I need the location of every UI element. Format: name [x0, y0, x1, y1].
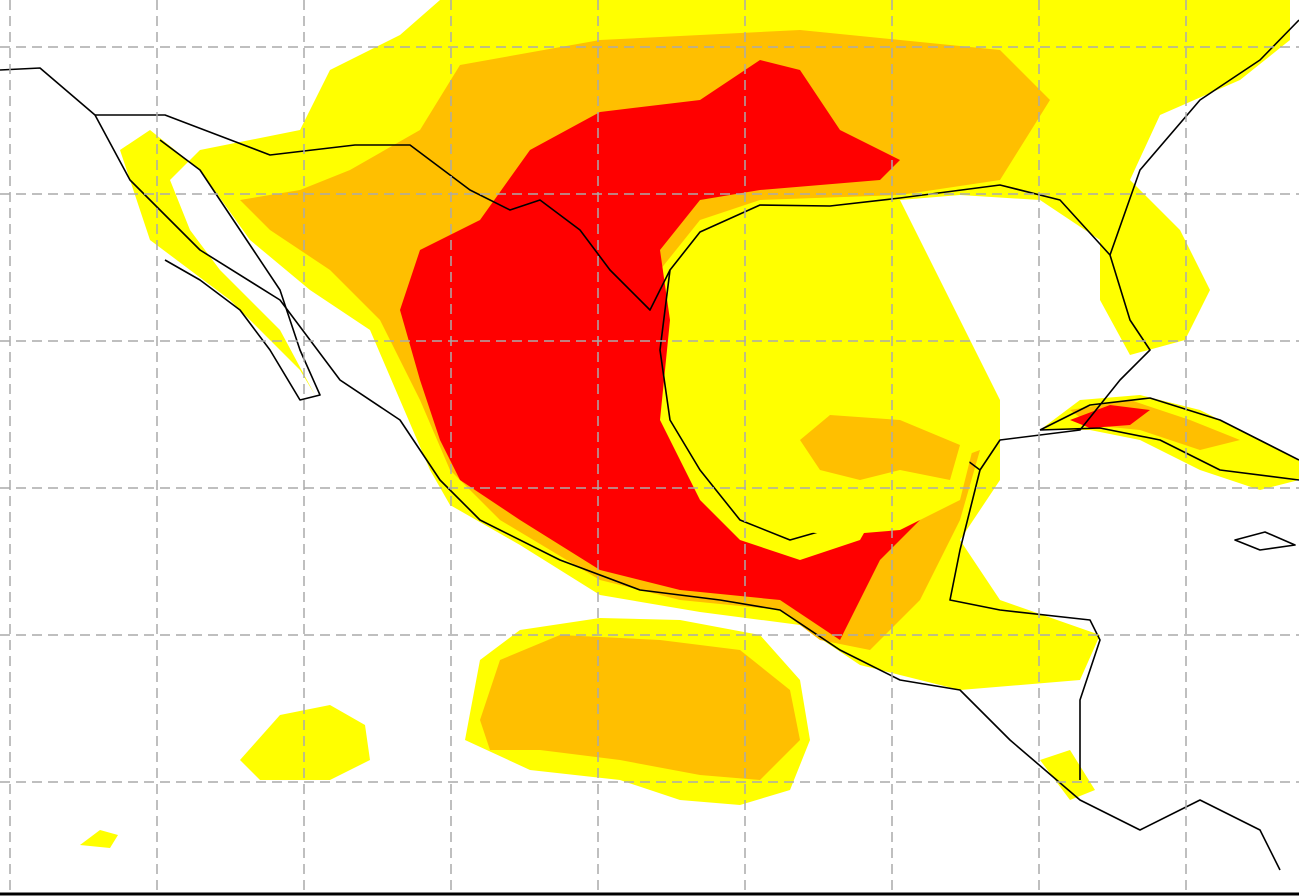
yellow-area — [240, 705, 370, 780]
gulf-of-mexico — [659, 184, 1151, 541]
yucatan-area — [800, 415, 960, 480]
orange-area — [480, 635, 800, 780]
coastline — [1039, 397, 1299, 481]
yellow-area — [1040, 750, 1095, 800]
coastline — [159, 139, 321, 401]
yellow-area — [80, 830, 118, 848]
coastline — [1234, 531, 1296, 551]
border — [95, 114, 671, 311]
coastline — [949, 469, 1101, 780]
red-area — [1070, 405, 1150, 428]
coastline — [0, 67, 1281, 871]
red-area — [400, 60, 960, 640]
